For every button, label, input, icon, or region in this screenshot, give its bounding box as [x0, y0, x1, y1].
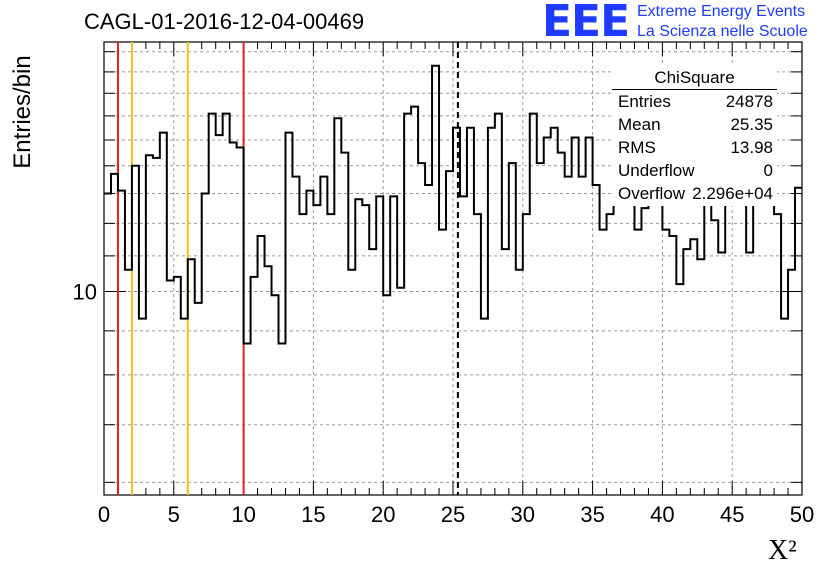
stats-label: RMS — [618, 138, 656, 157]
stats-label: Entries — [618, 92, 671, 111]
x-tick-label: 30 — [511, 502, 535, 527]
x-tick-label: 45 — [720, 502, 744, 527]
x-tick-label: 10 — [231, 502, 255, 527]
stats-value: 24878 — [725, 92, 773, 111]
stats-row-overflow: Overflow 2.296e+04 — [618, 184, 773, 206]
stats-value: 13.98 — [730, 138, 773, 157]
x-tick-label: 25 — [441, 502, 465, 527]
stats-box-divider — [612, 89, 777, 90]
x-tick-label: 50 — [790, 502, 814, 527]
stats-row-underflow: Underflow 0 — [618, 161, 773, 183]
x-axis-label: X² — [768, 535, 797, 566]
logo-caption-line2: La Scienza nelle Scuole — [637, 23, 808, 40]
histogram-line — [104, 64, 802, 345]
y-tick-labels: 10 — [73, 279, 97, 304]
x-tick-label: 0 — [98, 502, 110, 527]
x-tick-label: 20 — [371, 502, 395, 527]
x-tick-label: 15 — [301, 502, 325, 527]
y-tick-label: 10 — [73, 279, 97, 304]
x-tick-label: 40 — [650, 502, 674, 527]
stats-value: 0 — [763, 161, 773, 180]
logo-caption-line1: Extreme Energy Events — [637, 3, 806, 20]
x-tick-labels: 0 5 10 15 20 25 30 35 40 45 50 — [98, 502, 814, 527]
stats-label: Mean — [618, 115, 661, 134]
stats-value: 25.35 — [730, 115, 773, 134]
x-tick-label: 35 — [580, 502, 604, 527]
x-tick-label: 5 — [168, 502, 180, 527]
stats-label: Overflow — [618, 184, 686, 203]
chart-title: CAGL-01-2016-12-04-00469 — [84, 9, 365, 34]
stats-row-mean: Mean 25.35 — [618, 115, 773, 137]
eee-logo: EEE — [542, 0, 630, 47]
stats-label: Underflow — [618, 161, 695, 180]
stats-row-entries: Entries 24878 — [618, 92, 773, 114]
stats-value: 2.296e+04 — [692, 184, 773, 203]
marker-lines — [116, 42, 459, 495]
stats-box: ChiSquare Entries 24878 Mean 25.35 RMS 1… — [612, 66, 777, 206]
y-axis-label: Entries/bin — [9, 55, 36, 169]
stats-row-rms: RMS 13.98 — [618, 138, 773, 160]
histogram — [104, 64, 802, 345]
stats-box-title: ChiSquare — [654, 68, 735, 87]
grid — [104, 42, 802, 495]
